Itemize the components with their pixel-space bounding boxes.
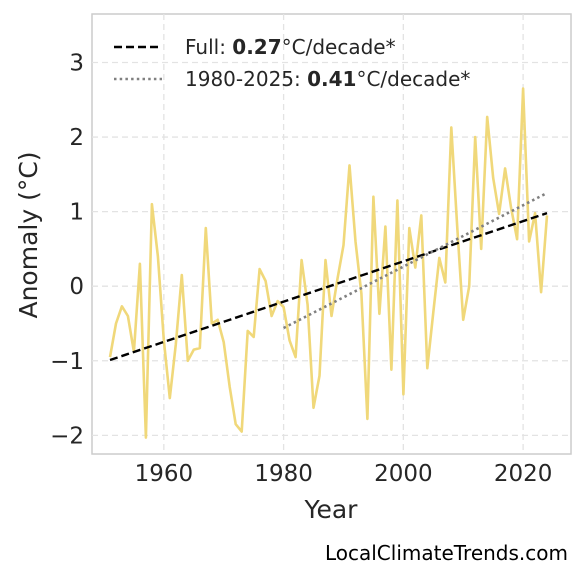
legend: Full: 0.27°C/decade* 1980-2025: 0.41°C/d… (114, 35, 470, 91)
recent-trend-line (283, 191, 548, 330)
x-tick-label: 1980 (254, 461, 313, 487)
legend-suffix: °C/decade* (282, 35, 396, 59)
x-tick-label: 2000 (374, 461, 433, 487)
legend-suffix: °C/decade* (356, 67, 470, 91)
y-tick-label: 0 (69, 274, 84, 300)
x-tick-label: 2020 (494, 461, 553, 487)
x-tick-labels: 1960 1980 2000 2020 (135, 461, 553, 487)
y-tick-label: −2 (50, 423, 84, 449)
y-tick-labels: −2 −1 0 1 2 3 (50, 50, 84, 449)
y-tick-label: −1 (50, 349, 84, 375)
anomaly-line (108, 87, 549, 439)
series-group (108, 87, 549, 439)
x-axis-title: Year (304, 495, 359, 524)
x-tick-label: 1960 (135, 461, 194, 487)
legend-prefix: Full: (185, 35, 232, 59)
site-credit: LocalClimateTrends.com (325, 541, 568, 565)
legend-label-full: Full: 0.27°C/decade* (185, 35, 396, 59)
y-axis-title: Anomaly (°C) (14, 151, 43, 318)
legend-prefix: 1980-2025: (185, 67, 307, 91)
y-tick-label: 2 (69, 125, 84, 151)
legend-label-recent: 1980-2025: 0.41°C/decade* (185, 67, 470, 91)
legend-value: 0.41 (307, 67, 356, 91)
y-tick-label: 1 (69, 200, 84, 226)
full-trend-line (109, 211, 548, 362)
y-tick-label: 3 (69, 50, 84, 76)
legend-value: 0.27 (232, 35, 281, 59)
